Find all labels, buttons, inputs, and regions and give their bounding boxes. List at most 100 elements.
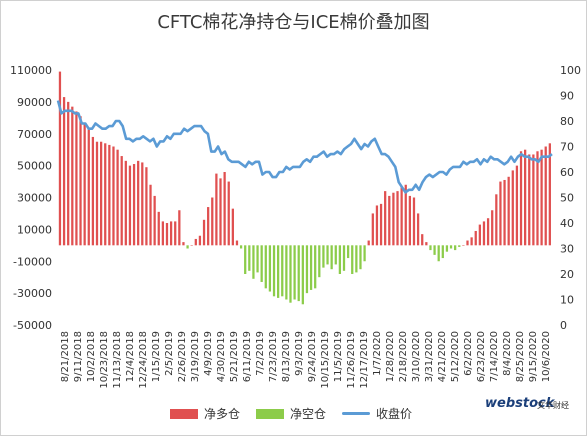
left-tick-label: -50000 xyxy=(13,319,52,332)
bar-short xyxy=(441,245,444,259)
bar-long xyxy=(536,151,539,246)
bar-long xyxy=(178,210,181,246)
x-tick-label: 9/11/2018 xyxy=(73,331,84,382)
x-tick-label: 6/23/2020 xyxy=(476,331,487,382)
x-tick-label: 1/28/2020 xyxy=(385,331,396,382)
bar-long xyxy=(104,143,107,246)
legend-swatch-price xyxy=(342,412,371,415)
legend-label-long: 净多仓 xyxy=(204,407,241,421)
bar-long xyxy=(231,208,234,246)
bar-short xyxy=(429,245,432,251)
bar-short xyxy=(268,245,272,292)
bar-long xyxy=(137,160,140,246)
x-tick-label: 3/31/2020 xyxy=(424,331,435,382)
legend-item-long: 净多仓 xyxy=(170,405,240,422)
x-tick-label: 11/5/2019 xyxy=(333,331,344,382)
bar-long xyxy=(124,160,127,246)
chart-title: CFTC棉花净持仓与ICE棉价叠加图 xyxy=(157,12,430,33)
x-tick-label: 6/11/2019 xyxy=(242,331,253,382)
bar-short xyxy=(346,245,350,259)
x-tick-label: 12/17/2019 xyxy=(359,331,370,389)
bar-short xyxy=(260,245,263,282)
bar-long xyxy=(202,219,206,246)
webstock-logo: webstock 文华财经 xyxy=(485,392,581,428)
bar-long xyxy=(174,221,177,246)
bar-short xyxy=(297,245,300,302)
bar-long xyxy=(404,184,407,246)
bar-long xyxy=(161,221,165,246)
bar-short xyxy=(248,245,251,271)
bar-short xyxy=(318,245,321,278)
bar-long xyxy=(215,173,218,246)
x-tick-label: 4/9/2019 xyxy=(203,331,214,376)
x-tick-label: 1/7/2020 xyxy=(372,331,383,376)
x-tick-label: 8/13/2019 xyxy=(281,331,292,382)
bar-short xyxy=(363,245,366,262)
bar-long xyxy=(486,218,490,246)
x-tick-label: 11/26/2019 xyxy=(346,331,357,389)
bar-long xyxy=(87,128,90,246)
bar-long xyxy=(190,245,193,246)
bar-long xyxy=(108,144,111,246)
bar-short xyxy=(305,245,309,294)
bar-short xyxy=(458,245,461,247)
bar-long xyxy=(211,197,214,246)
logo-cn: 文华财经 xyxy=(537,401,569,410)
right-tick-label: 80 xyxy=(560,115,574,128)
x-tick-label: 8/21/2018 xyxy=(60,331,71,382)
bar-long xyxy=(515,165,519,246)
bar-long xyxy=(507,176,510,246)
bar-long xyxy=(95,141,99,246)
x-tick-label: 9/15/2020 xyxy=(528,331,539,382)
bar-long xyxy=(478,224,481,246)
left-tick-label: 70000 xyxy=(17,128,52,141)
bar-short xyxy=(239,245,243,249)
bar-long xyxy=(548,143,551,246)
bar-long xyxy=(194,238,197,246)
bar-long xyxy=(367,240,370,246)
bar-short xyxy=(281,245,284,297)
bar-long xyxy=(371,213,374,246)
bar-long xyxy=(223,172,226,246)
bar-long xyxy=(482,221,486,246)
bar-long xyxy=(157,211,160,246)
bar-short xyxy=(244,245,247,274)
bar-long xyxy=(524,149,527,246)
x-tick-label: 10/6/2020 xyxy=(541,331,552,382)
right-tick-label: 70 xyxy=(560,141,574,154)
bar-long xyxy=(165,223,169,246)
legend-item-short: 净空仓 xyxy=(256,405,326,422)
x-axis-ticks: 8/21/2018 9/11/2018 10/2/2018 10/23/2018 11/… xyxy=(60,331,552,389)
bar-long xyxy=(466,240,469,246)
bar-long xyxy=(396,191,399,246)
bar-long xyxy=(499,181,502,246)
x-tick-label: 6/2/2020 xyxy=(463,331,474,376)
x-tick-label: 5/12/2020 xyxy=(450,331,461,382)
bar-long xyxy=(58,71,62,246)
x-tick-label: 10/23/2018 xyxy=(99,331,110,389)
legend: 净多仓 净空仓 收盘价 xyxy=(170,405,428,422)
right-tick-label: 30 xyxy=(560,243,574,256)
x-tick-label: 10/2/2018 xyxy=(86,331,97,382)
bar-short xyxy=(301,245,304,305)
bar-long xyxy=(392,192,395,246)
price-line xyxy=(56,100,553,194)
bar-long xyxy=(425,242,428,246)
bar-long xyxy=(235,240,239,246)
x-tick-label: 4/21/2020 xyxy=(437,331,448,382)
bar-short xyxy=(289,245,292,303)
bar-long xyxy=(462,245,465,246)
bar-long xyxy=(128,165,132,246)
left-tick-label: 110000 xyxy=(10,64,52,77)
bar-short xyxy=(330,245,333,270)
bar-long xyxy=(416,213,420,246)
bar-long xyxy=(227,181,230,246)
bar-long xyxy=(375,205,379,246)
bar-short xyxy=(252,245,255,279)
bar-long xyxy=(412,197,416,246)
bar-short xyxy=(322,245,325,268)
left-tick-label: 30000 xyxy=(17,192,52,205)
bar-short xyxy=(277,245,280,298)
legend-swatch-long xyxy=(170,408,198,419)
